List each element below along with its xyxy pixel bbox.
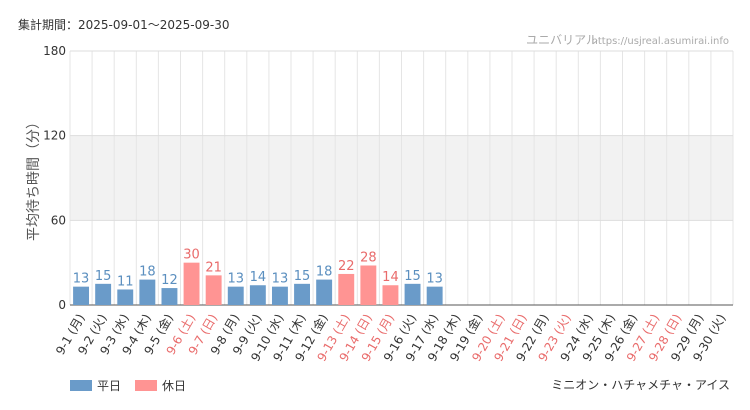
bar bbox=[117, 289, 134, 305]
bar-value-label: 15 bbox=[294, 269, 311, 284]
period-text: 集計期間：2025-09-01〜2025-09-30 bbox=[18, 17, 229, 32]
bar-value-label: 30 bbox=[183, 248, 200, 263]
bar bbox=[426, 286, 443, 305]
bar bbox=[294, 283, 311, 305]
bar bbox=[338, 273, 355, 305]
legend-holiday-label: 休日 bbox=[162, 379, 186, 393]
y-tick-label: 0 bbox=[58, 298, 66, 312]
bar-value-label: 14 bbox=[250, 270, 267, 285]
bar bbox=[404, 283, 421, 305]
y-tick-label: 180 bbox=[43, 44, 66, 58]
bar bbox=[205, 275, 222, 305]
plot-background bbox=[69, 50, 734, 306]
bar bbox=[95, 283, 112, 305]
bar-value-label: 13 bbox=[272, 272, 289, 287]
y-axis-label: 平均待ち時間（分） bbox=[26, 115, 42, 241]
bar-value-label: 15 bbox=[404, 269, 421, 284]
site-credit: ユニバリアル https://usjreal.asumirai.info bbox=[526, 33, 729, 47]
bar-value-label: 28 bbox=[360, 250, 377, 265]
legend-weekday-swatch bbox=[70, 380, 92, 391]
bar bbox=[360, 265, 377, 305]
bar-value-label: 22 bbox=[338, 259, 355, 274]
bar bbox=[271, 286, 288, 305]
bar bbox=[161, 288, 178, 305]
bar-value-label: 13 bbox=[73, 272, 90, 287]
bar bbox=[249, 285, 266, 305]
bar-value-label: 18 bbox=[139, 265, 156, 280]
bar-value-label: 18 bbox=[316, 265, 333, 280]
bar-series: 13 15 11 18 12 30 21 13 14 13 15 18 22 28 14 15 13 bbox=[73, 248, 443, 305]
bar-value-label: 14 bbox=[382, 270, 399, 285]
site-name: ユニバリアル bbox=[526, 33, 598, 47]
bar-value-label: 13 bbox=[227, 272, 244, 287]
bar bbox=[227, 286, 244, 305]
x-axis-labels: 9-1 (月)9-2 (火)9-3 (水)9-4 (木)9-5 (金)9-6 (… bbox=[53, 311, 728, 364]
legend-weekday-label: 平日 bbox=[97, 379, 121, 393]
legend-holiday-swatch bbox=[135, 380, 157, 391]
bar bbox=[382, 285, 399, 305]
bar bbox=[316, 279, 333, 305]
bar-value-label: 15 bbox=[95, 269, 112, 284]
bar bbox=[73, 286, 90, 305]
bar-value-label: 13 bbox=[426, 272, 443, 287]
site-url: https://usjreal.asumirai.info bbox=[592, 36, 729, 47]
bar-value-label: 11 bbox=[117, 274, 134, 289]
legend: 平日 休日 bbox=[70, 379, 186, 393]
y-tick-label: 60 bbox=[51, 213, 66, 227]
y-tick-label: 120 bbox=[43, 129, 66, 143]
bar bbox=[183, 262, 200, 305]
bar-value-label: 21 bbox=[205, 260, 222, 275]
bar bbox=[139, 279, 156, 305]
bar-value-label: 12 bbox=[161, 273, 178, 288]
attraction-name: ミニオン・ハチャメチャ・アイス bbox=[551, 378, 730, 392]
y-axis: 0 60 120 180 bbox=[43, 44, 66, 312]
